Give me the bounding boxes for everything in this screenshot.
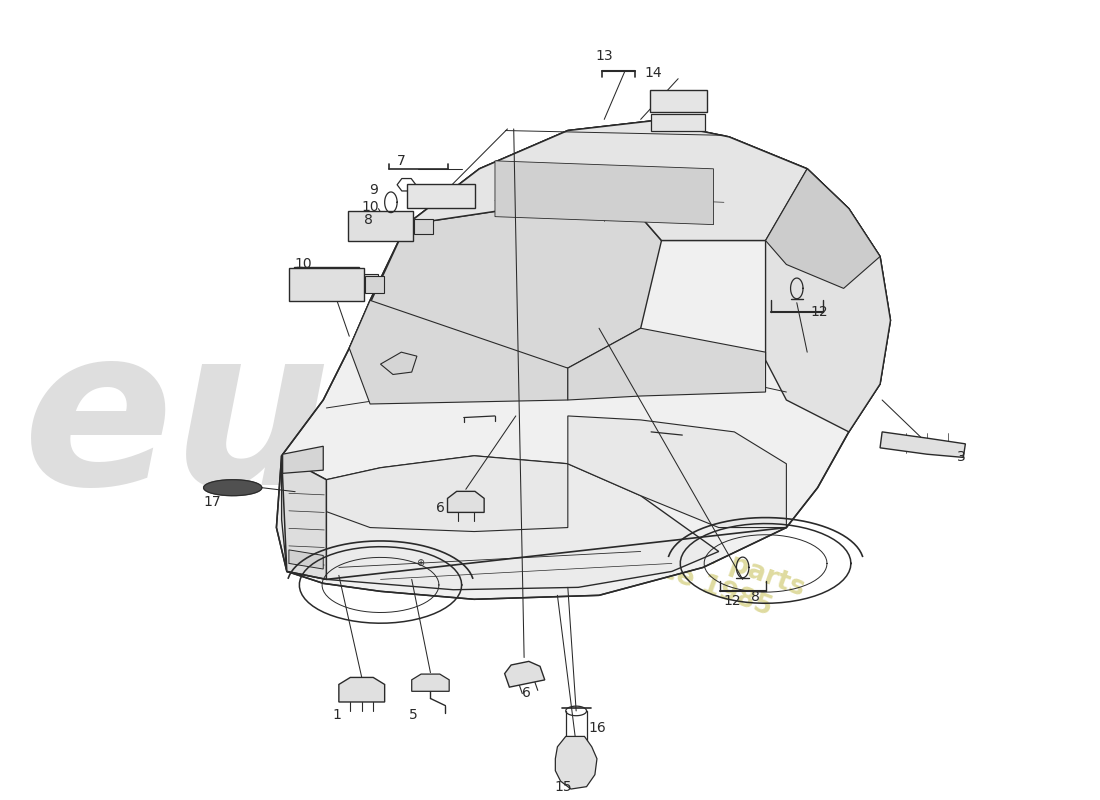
Text: eu: eu (23, 317, 332, 531)
Text: 13: 13 (595, 49, 613, 62)
Text: 3: 3 (957, 450, 966, 464)
Polygon shape (282, 456, 718, 590)
Polygon shape (283, 446, 323, 474)
Bar (414, 218, 432, 234)
Polygon shape (276, 121, 891, 599)
Text: 8: 8 (750, 590, 760, 604)
Polygon shape (568, 416, 786, 527)
Polygon shape (339, 678, 385, 702)
Text: 16: 16 (588, 722, 606, 735)
Bar (407, 184, 475, 208)
Text: 10: 10 (361, 200, 378, 214)
Polygon shape (350, 193, 661, 384)
Bar (365, 276, 384, 293)
Text: 12: 12 (724, 594, 741, 608)
Polygon shape (495, 161, 714, 225)
Polygon shape (289, 550, 323, 569)
Text: 17: 17 (204, 495, 221, 509)
Polygon shape (204, 480, 262, 496)
Text: 14: 14 (645, 66, 662, 80)
Polygon shape (766, 169, 891, 432)
Polygon shape (381, 352, 417, 374)
Bar (349, 211, 412, 242)
Text: 8: 8 (364, 213, 373, 227)
Text: 6: 6 (521, 686, 530, 700)
Text: 5: 5 (409, 708, 418, 722)
Polygon shape (556, 737, 597, 789)
Text: 9: 9 (368, 182, 377, 197)
Bar (294, 267, 359, 297)
Bar (651, 114, 705, 131)
Text: ⊕: ⊕ (416, 558, 425, 569)
Bar (289, 268, 364, 301)
Polygon shape (766, 169, 880, 288)
Bar (360, 274, 378, 290)
Bar (649, 90, 707, 112)
Polygon shape (568, 328, 766, 400)
Polygon shape (880, 432, 966, 458)
Text: 6: 6 (437, 501, 446, 514)
Polygon shape (448, 491, 484, 513)
Polygon shape (505, 662, 544, 687)
Text: 10: 10 (295, 258, 312, 271)
Polygon shape (407, 121, 849, 241)
Polygon shape (282, 456, 327, 579)
Polygon shape (350, 300, 568, 404)
Polygon shape (327, 456, 568, 531)
Text: 7: 7 (397, 154, 406, 168)
Polygon shape (411, 674, 449, 691)
Text: 15: 15 (554, 780, 572, 794)
Text: 12: 12 (811, 306, 828, 319)
Text: 1: 1 (332, 708, 341, 722)
Text: a passion for parts
        since 1985: a passion for parts since 1985 (526, 482, 807, 630)
